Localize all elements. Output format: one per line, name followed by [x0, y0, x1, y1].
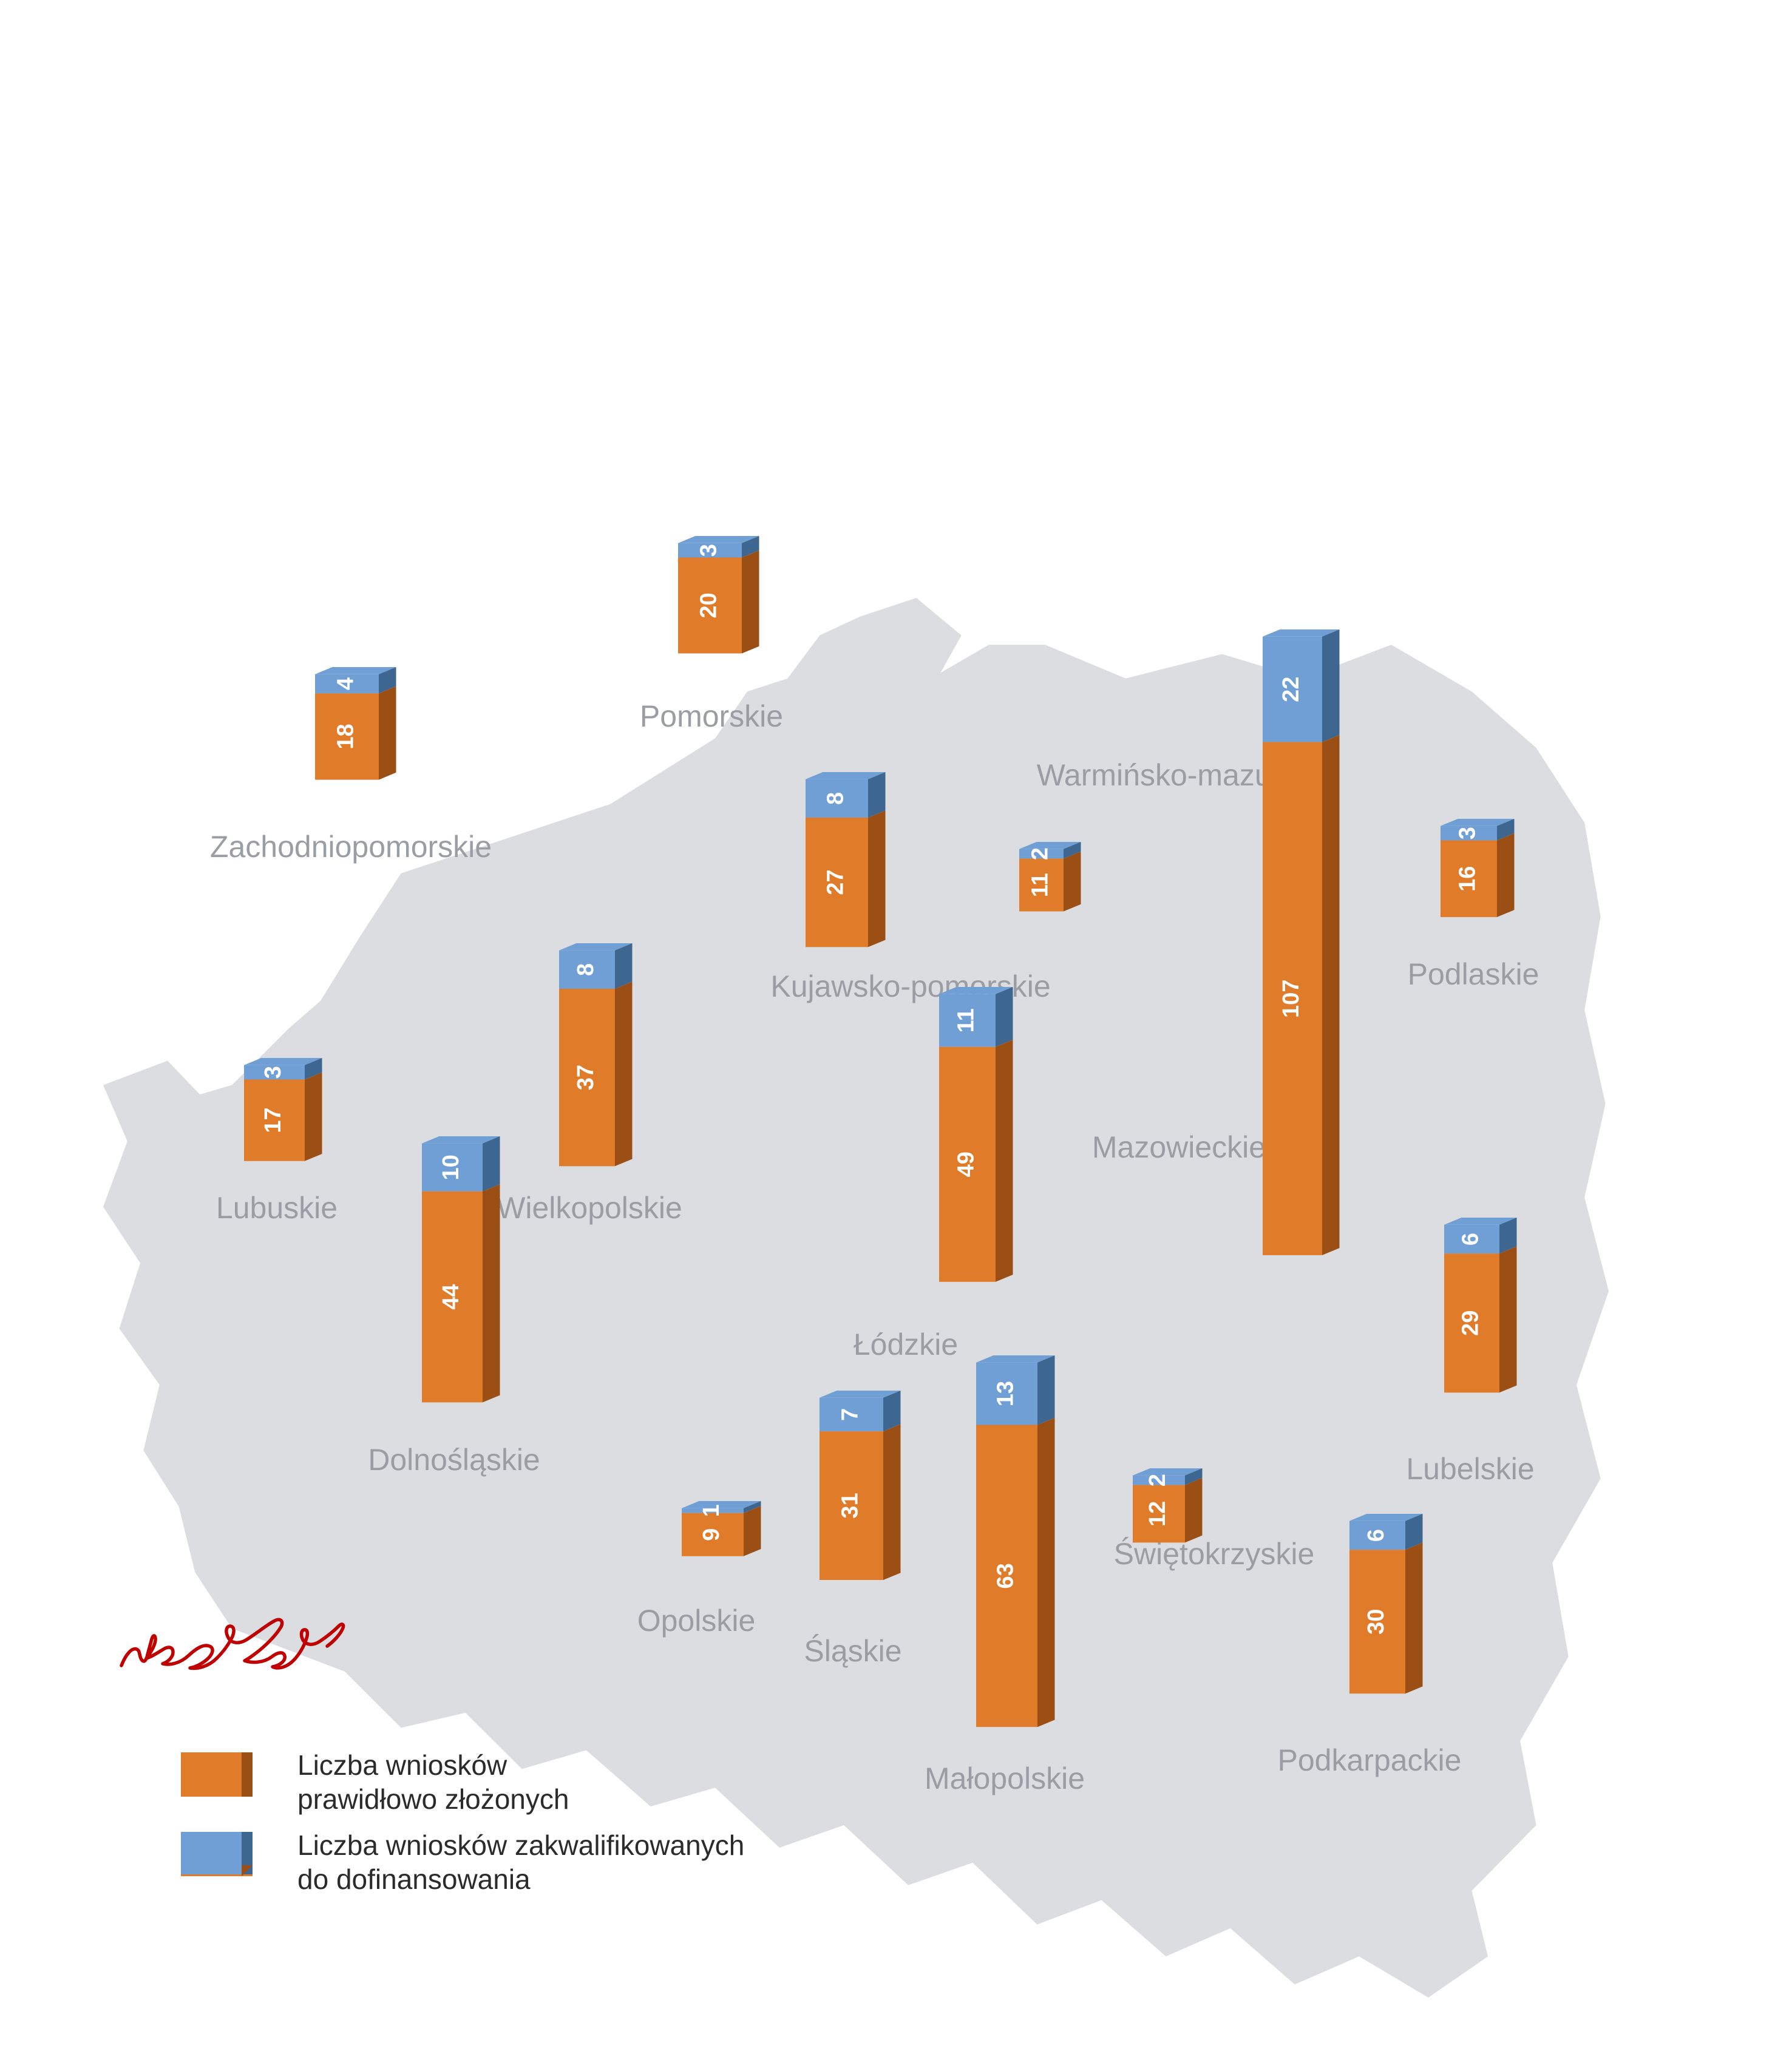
svg-text:11: 11: [1028, 872, 1053, 897]
svg-text:1: 1: [699, 1504, 724, 1517]
svg-text:3: 3: [696, 544, 722, 557]
svg-text:12: 12: [1145, 1500, 1170, 1526]
svg-text:107: 107: [1278, 980, 1304, 1018]
svg-text:30: 30: [1363, 1609, 1389, 1634]
svg-text:6: 6: [1458, 1233, 1484, 1246]
svg-text:8: 8: [573, 963, 599, 976]
svg-text:63: 63: [993, 1563, 1019, 1588]
svg-text:29: 29: [1458, 1310, 1484, 1335]
svg-text:2: 2: [1028, 847, 1053, 860]
svg-text:16: 16: [1455, 866, 1481, 892]
svg-text:20: 20: [696, 592, 722, 618]
svg-text:7: 7: [838, 1408, 863, 1421]
svg-text:27: 27: [823, 869, 849, 895]
svg-text:13: 13: [993, 1381, 1019, 1406]
svg-text:11: 11: [954, 1008, 979, 1032]
svg-text:31: 31: [838, 1493, 863, 1518]
svg-text:17: 17: [260, 1108, 286, 1133]
svg-text:3: 3: [260, 1066, 286, 1079]
svg-text:6: 6: [1363, 1529, 1389, 1542]
svg-text:49: 49: [954, 1151, 979, 1177]
svg-text:18: 18: [333, 724, 359, 750]
svg-text:4: 4: [333, 677, 359, 690]
svg-text:3: 3: [1455, 827, 1481, 839]
svg-text:9: 9: [699, 1528, 724, 1541]
svg-text:8: 8: [823, 792, 849, 805]
svg-text:10: 10: [438, 1154, 464, 1180]
svg-text:44: 44: [438, 1284, 464, 1309]
svg-text:2: 2: [1145, 1474, 1170, 1487]
svg-text:37: 37: [573, 1065, 599, 1090]
svg-text:22: 22: [1278, 677, 1304, 702]
